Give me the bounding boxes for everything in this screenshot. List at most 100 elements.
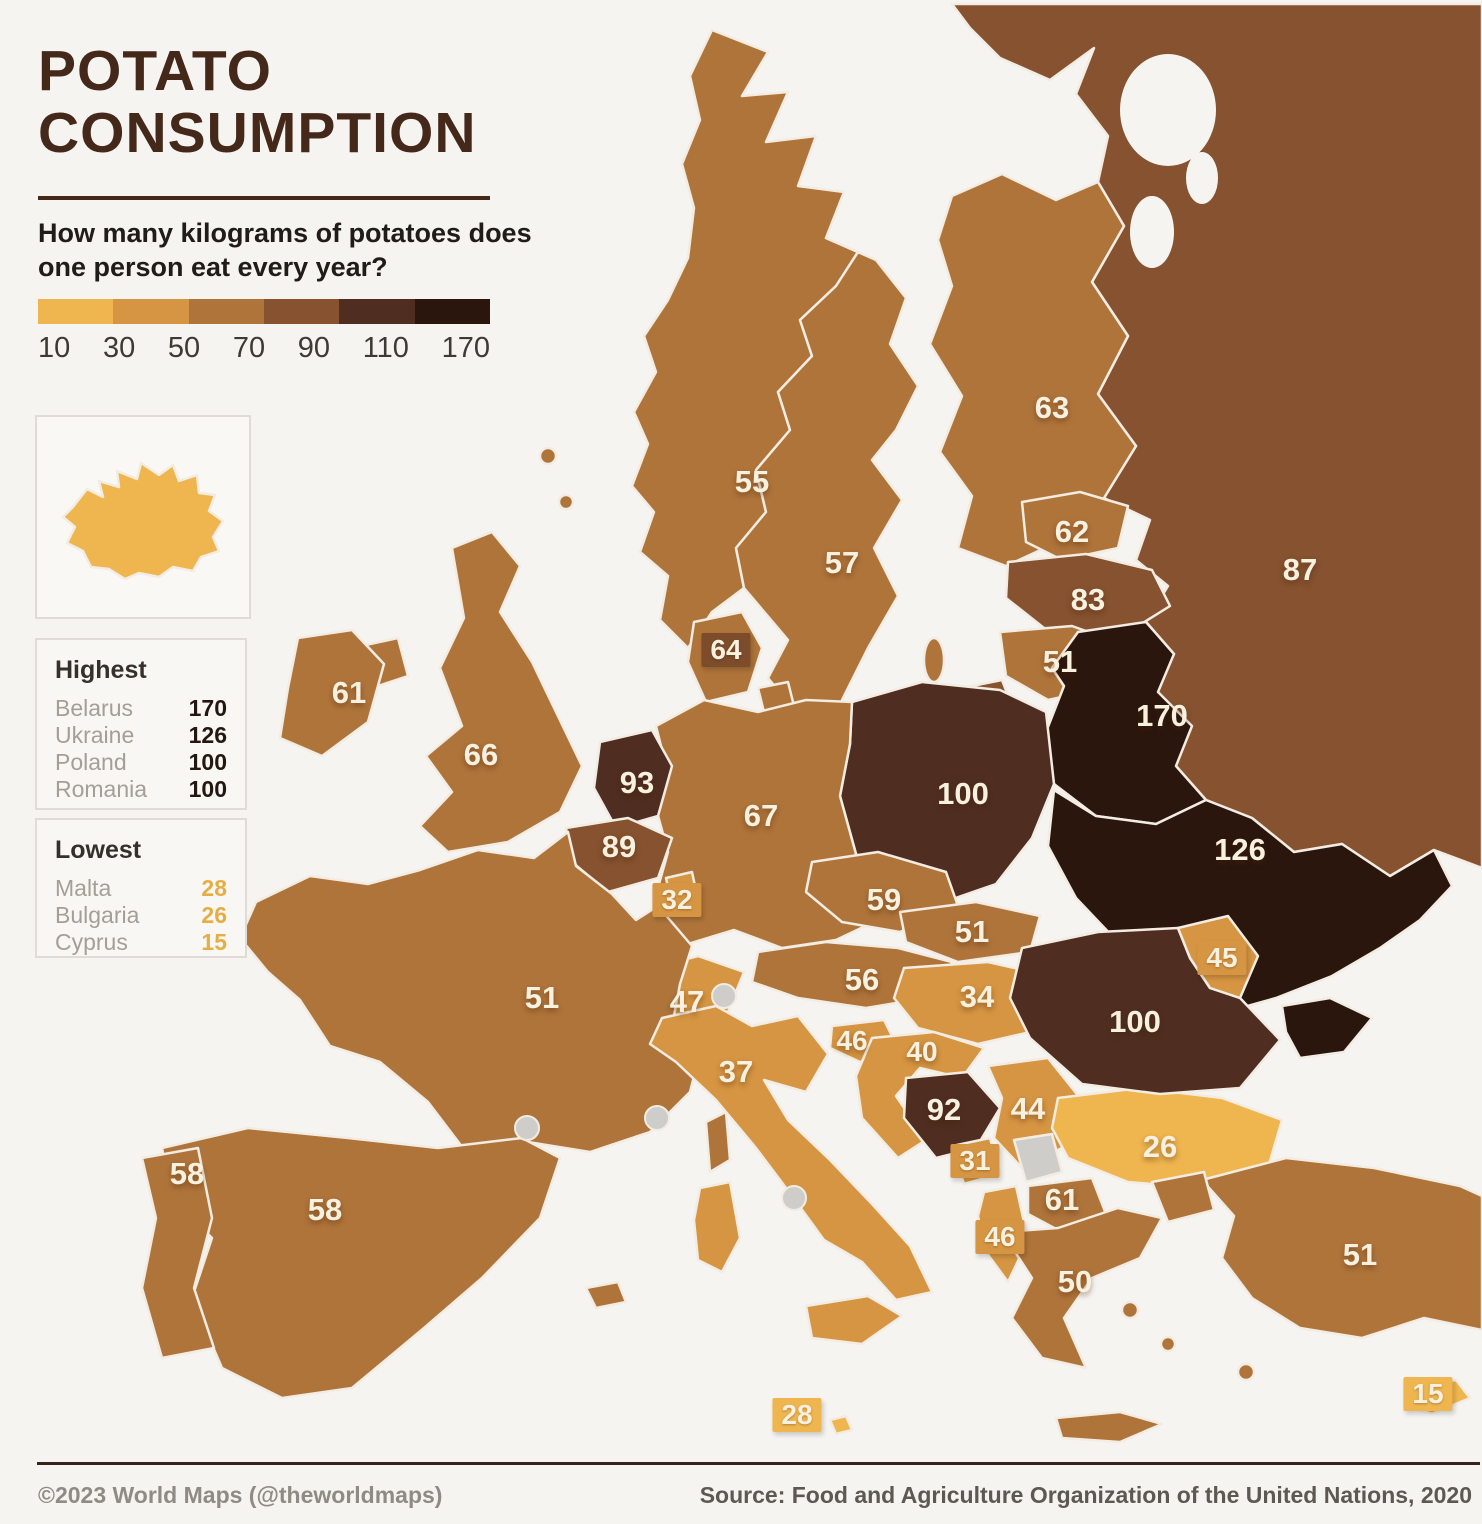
country-shape-italy	[648, 1004, 934, 1302]
country-shape-netherlands	[592, 728, 674, 830]
label-hungary: 34	[959, 979, 995, 1014]
country-shape-portugal	[140, 1146, 216, 1360]
microstate-andorra	[514, 1115, 540, 1141]
label-cyprus: 15	[1403, 1377, 1453, 1411]
footer-source: Source: Food and Agriculture Organizatio…	[699, 1482, 1472, 1508]
legend-tick: 70	[232, 332, 266, 364]
label-slovenia: 46	[836, 1025, 868, 1056]
country-shape-uk	[418, 530, 584, 854]
legend-swatch-4	[263, 299, 340, 324]
label-norway: 55	[734, 464, 770, 499]
white-sea	[1120, 54, 1216, 166]
label-finland: 63	[1034, 390, 1070, 425]
legend-color-bar	[38, 299, 490, 324]
label-croatia: 40	[906, 1036, 938, 1067]
island-rhodes	[1236, 1362, 1256, 1382]
highest-country: Ukraine	[55, 722, 135, 748]
legend-swatch-3	[188, 299, 264, 324]
highest-row: Poland 100	[55, 749, 227, 776]
label-romania: 100	[1109, 1004, 1161, 1039]
country-shape-turkey	[1200, 1156, 1482, 1340]
label-latvia: 83	[1070, 582, 1106, 617]
microstate-monaco	[644, 1105, 670, 1131]
highest-panel: Highest Belarus 170 Ukraine 126 Poland 1…	[35, 638, 247, 810]
label-uk: 66	[463, 737, 499, 772]
island-corsica	[704, 1110, 732, 1174]
country-shape-turkey-thrace	[1150, 1170, 1216, 1224]
label-czechia: 59	[866, 882, 902, 917]
lowest-value: 15	[201, 929, 227, 955]
label-bosnia: 92	[926, 1092, 962, 1127]
island-sardinia	[692, 1180, 742, 1274]
legend-tick: 30	[102, 332, 136, 364]
country-shape-crimea	[1280, 996, 1374, 1060]
label-denmark: 64	[701, 633, 751, 667]
country-shape-estonia	[1020, 490, 1130, 562]
legend-swatch-6	[414, 299, 490, 324]
highest-row: Romania 100	[55, 776, 227, 803]
legend-tick: 90	[297, 332, 331, 364]
iceland-inset-map	[61, 461, 225, 581]
highest-row: Belarus 170	[55, 695, 227, 722]
highest-value: 126	[188, 722, 227, 748]
legend-tick: 50	[167, 332, 201, 364]
country-shape-malta	[828, 1414, 854, 1436]
label-estonia: 62	[1054, 514, 1090, 549]
label-russia: 87	[1282, 552, 1318, 587]
lowest-row: Cyprus 15	[55, 929, 227, 956]
island-mallorca	[584, 1280, 628, 1310]
highest-value: 100	[188, 749, 227, 775]
highest-country: Belarus	[55, 695, 133, 721]
label-luxembourg: 32	[652, 883, 702, 917]
label-bulgaria: 26	[1142, 1129, 1178, 1164]
page-subtitle: How many kilograms of potatoes does one …	[38, 218, 532, 282]
label-france: 51	[524, 980, 560, 1015]
label-greece: 50	[1057, 1264, 1093, 1299]
legend-swatch-2	[113, 299, 189, 324]
lowest-country: Malta	[55, 875, 112, 901]
label-belgium: 89	[601, 829, 637, 864]
label-italy: 37	[718, 1054, 754, 1089]
country-shape-greece	[1000, 1206, 1164, 1370]
label-slovakia: 51	[954, 914, 990, 949]
title-underline	[38, 196, 490, 200]
label-lithuania: 51	[1042, 644, 1078, 679]
highest-row: Ukraine 126	[55, 722, 227, 749]
legend-tick: 170	[441, 332, 490, 364]
legend-tick-labels: 10 30 50 70 90 110 170	[38, 332, 490, 365]
highest-panel-title: Highest	[55, 656, 147, 684]
label-portugal: 58	[169, 1156, 205, 1191]
island-aegean-1	[1120, 1300, 1140, 1320]
lowest-panel: Lowest Malta 28 Bulgaria 26 Cyprus 15	[35, 818, 247, 958]
lowest-row: Malta 28	[55, 875, 227, 902]
color-scale-legend: 10 30 50 70 90 110 170	[38, 299, 490, 365]
lake-ladoga	[1130, 196, 1174, 268]
lowest-value: 26	[201, 902, 227, 928]
lowest-country: Cyprus	[55, 929, 128, 955]
country-shape-kosovo	[1012, 1132, 1064, 1184]
island-shetland	[538, 446, 558, 466]
label-sweden: 57	[824, 545, 860, 580]
legend-swatch-1	[38, 299, 114, 324]
label-ireland: 61	[331, 675, 367, 710]
country-shape-croatia	[854, 1030, 986, 1160]
country-shape-ireland	[278, 628, 386, 758]
label-netherlands: 93	[619, 765, 655, 800]
country-shape-iceland	[61, 461, 225, 581]
highest-value: 170	[188, 695, 227, 721]
highest-country: Poland	[55, 749, 127, 775]
iceland-inset-box	[35, 415, 251, 619]
label-germany: 67	[743, 798, 779, 833]
label-austria: 56	[844, 962, 880, 997]
footer-credit: ©2023 World Maps (@theworldmaps)	[38, 1482, 443, 1508]
country-shapes	[140, 2, 1482, 1444]
lowest-panel-title: Lowest	[55, 836, 142, 864]
island-crete	[1054, 1410, 1164, 1444]
legend-tick: 110	[362, 332, 409, 364]
page-title: POTATO CONSUMPTION	[38, 39, 477, 165]
label-moldova: 45	[1197, 941, 1247, 975]
country-shape-spain	[160, 1126, 562, 1400]
island-orkney	[557, 493, 575, 511]
